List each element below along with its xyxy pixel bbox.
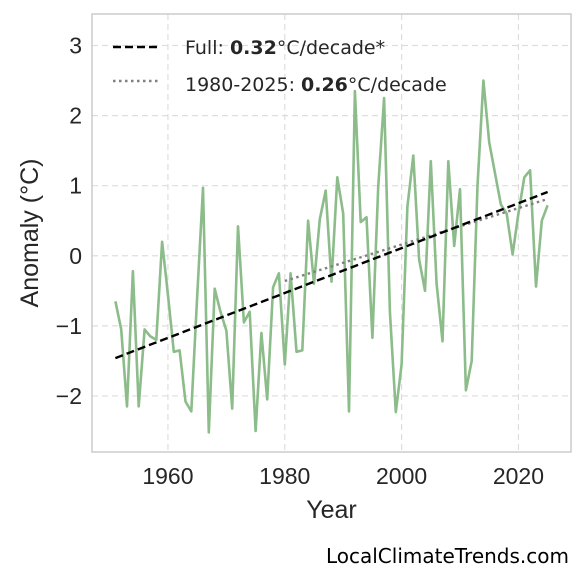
legend: Full: 0.32°C/decade* 1980-2025: 0.26°C/d…	[113, 37, 447, 96]
x-tick-label: 1960	[142, 463, 193, 489]
legend-full-rate: 0.32	[230, 37, 277, 59]
y-tick-label: −1	[56, 313, 82, 339]
x-tick-label: 2020	[493, 463, 544, 489]
legend-recent-label: 1980-2025:	[185, 74, 301, 96]
legend-full-unit: °C/decade*	[277, 37, 385, 59]
tick-labels: 1960 1980 2000 2020 −2 −1 0 1 2 3	[56, 33, 544, 489]
y-axis-label: Anomaly (°C)	[16, 159, 44, 308]
x-tick-label: 1980	[259, 463, 310, 489]
legend-full-label: Full:	[185, 37, 230, 59]
x-axis-label: Year	[306, 496, 357, 524]
legend-recent-unit: °C/decade	[348, 74, 447, 96]
x-tick-label: 2000	[376, 463, 427, 489]
plot-frame	[91, 13, 572, 453]
y-tick-label: 1	[69, 173, 82, 199]
y-tick-label: 2	[69, 103, 82, 129]
credit-text: LocalClimateTrends.com	[325, 544, 569, 568]
trend-line-1980-2025	[284, 197, 548, 283]
y-tick-label: 3	[69, 33, 82, 59]
y-tick-label: −2	[56, 383, 82, 409]
series-line-anomaly	[114, 79, 549, 434]
legend-recent-rate: 0.26	[301, 74, 348, 96]
legend-entry-1980-2025: 1980-2025: 0.26°C/decade	[185, 74, 447, 96]
legend-entry-full: Full: 0.32°C/decade*	[185, 37, 385, 59]
y-tick-label: 0	[69, 243, 82, 269]
trend-line-full	[114, 190, 549, 360]
grid-lines	[92, 14, 571, 452]
